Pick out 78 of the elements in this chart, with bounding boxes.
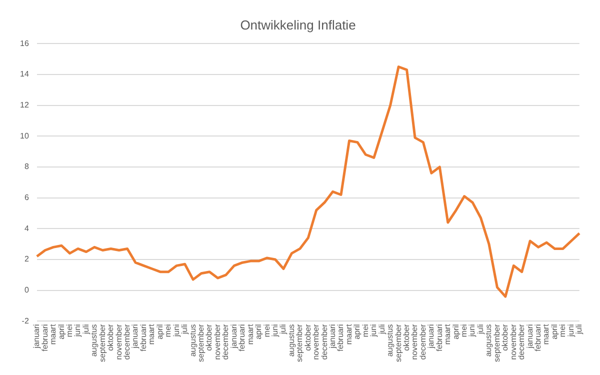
x-tick-label: juni bbox=[369, 324, 378, 338]
chart-title: Ontwikkeling Inflatie bbox=[240, 17, 356, 32]
x-tick-label: november bbox=[508, 324, 518, 360]
x-tick-label: maart bbox=[48, 323, 58, 345]
x-tick-label: juni bbox=[270, 324, 280, 338]
x-tick-label: januari bbox=[130, 324, 140, 350]
y-tick-label: -2 bbox=[22, 316, 30, 326]
x-tick-label: juli bbox=[81, 324, 90, 335]
x-tick-label: augustus bbox=[484, 324, 494, 357]
x-tick-label: mei bbox=[360, 324, 370, 338]
x-tick-label: oktober bbox=[303, 324, 312, 351]
y-tick-label: 12 bbox=[20, 100, 30, 110]
x-tick-label: februari bbox=[40, 324, 50, 352]
x-tick-label: december bbox=[122, 324, 132, 360]
x-tick-label: november bbox=[212, 324, 222, 360]
x-tick-label: april bbox=[254, 324, 264, 340]
x-tick-label: juni bbox=[172, 324, 181, 338]
x-tick-label: augustus bbox=[286, 324, 296, 357]
x-tick-label: september bbox=[196, 324, 206, 362]
x-tick-label: januari bbox=[32, 324, 42, 350]
x-tick-label: mei bbox=[164, 324, 173, 338]
x-tick-label: augustus bbox=[386, 324, 395, 357]
x-tick-label: april bbox=[352, 324, 362, 340]
x-tick-label: maart bbox=[147, 323, 156, 345]
x-tick-label: september bbox=[98, 324, 107, 362]
x-tick-label: december bbox=[418, 324, 428, 360]
x-tick-label: juli bbox=[574, 324, 584, 335]
x-tick-label: mei bbox=[64, 324, 74, 338]
x-tick-label: oktober bbox=[204, 324, 214, 351]
x-tick-label: februari bbox=[238, 324, 247, 352]
y-tick-label: 2 bbox=[24, 254, 30, 264]
x-tick-label: januari bbox=[426, 324, 436, 350]
x-tick-label: februari bbox=[138, 324, 148, 352]
x-tick-label: maart bbox=[542, 323, 551, 345]
x-tick-label: oktober bbox=[500, 324, 510, 351]
x-tick-label: juli bbox=[377, 324, 386, 335]
x-tick-label: april bbox=[550, 324, 559, 340]
x-tick-label: november bbox=[410, 324, 420, 360]
x-tick-label: augustus bbox=[188, 324, 198, 357]
x-tick-label: januari bbox=[229, 324, 238, 350]
y-tick-label: 6 bbox=[24, 193, 30, 202]
x-tick-label: juli bbox=[278, 324, 288, 335]
x-tick-label: december bbox=[221, 324, 230, 360]
x-tick-label: april bbox=[451, 324, 460, 340]
x-tick-label: februari bbox=[534, 324, 543, 352]
x-tick-label: oktober bbox=[402, 324, 411, 351]
x-tick-label: september bbox=[394, 324, 403, 362]
x-tick-label: oktober bbox=[106, 324, 116, 351]
x-tick-label: juni bbox=[566, 324, 576, 338]
x-tick-label: april bbox=[155, 324, 164, 340]
x-tick-label: september bbox=[492, 324, 502, 362]
y-tick-label: 0 bbox=[24, 286, 30, 295]
x-tick-label: december bbox=[517, 324, 526, 360]
x-tick-label: juli bbox=[476, 324, 485, 335]
y-tick-label: 10 bbox=[20, 131, 30, 140]
x-tick-label: maart bbox=[443, 323, 452, 345]
x-tick-label: december bbox=[320, 324, 329, 360]
x-tick-label: mei bbox=[558, 324, 568, 338]
y-tick-label: 4 bbox=[24, 224, 30, 233]
x-tick-label: november bbox=[114, 324, 124, 360]
x-tick-label: januari bbox=[328, 324, 338, 350]
x-tick-label: mei bbox=[262, 324, 272, 338]
x-tick-label: juni bbox=[73, 324, 82, 338]
x-tick-label: februari bbox=[336, 324, 346, 352]
x-tick-label: maart bbox=[246, 323, 255, 345]
y-tick-label: 14 bbox=[20, 70, 30, 79]
x-tick-label: april bbox=[56, 324, 66, 340]
y-tick-label: 8 bbox=[24, 162, 30, 172]
x-tick-label: juli bbox=[180, 324, 190, 335]
x-tick-label: augustus bbox=[90, 324, 99, 357]
x-tick-label: juni bbox=[468, 324, 477, 338]
x-tick-label: mei bbox=[460, 324, 469, 338]
x-tick-label: januari bbox=[525, 324, 534, 350]
y-tick-label: 16 bbox=[20, 38, 30, 48]
x-tick-label: november bbox=[312, 324, 321, 360]
x-tick-label: september bbox=[295, 324, 304, 362]
x-tick-label: februari bbox=[434, 324, 444, 352]
x-tick-label: maart bbox=[344, 323, 354, 345]
